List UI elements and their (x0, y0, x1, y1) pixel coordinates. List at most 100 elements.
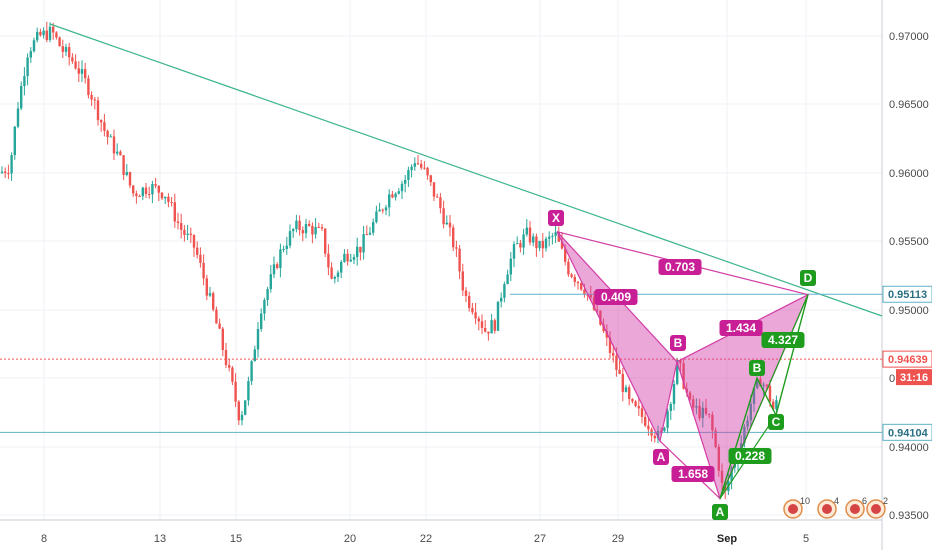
candle-body (711, 414, 714, 431)
candle-body (244, 400, 247, 415)
candle-body (346, 253, 349, 262)
pattern-1-ratio-label: 1.658 (678, 467, 708, 481)
candle-body (644, 416, 647, 426)
candle-body (410, 166, 413, 171)
candle-body (512, 244, 516, 259)
event-flag-dot (871, 504, 881, 514)
candle-body (506, 274, 509, 285)
candle-body (400, 183, 404, 192)
candle-body (717, 446, 720, 471)
candle-body (253, 349, 256, 362)
candle-body (295, 220, 298, 230)
candle-body (282, 248, 285, 250)
pattern-2-point-label: B (753, 361, 762, 375)
candle-body (640, 408, 644, 417)
candle-body (452, 227, 455, 248)
candle-body (496, 301, 500, 331)
candle-body (80, 69, 84, 74)
candle-body (372, 222, 375, 233)
candle-body (112, 136, 116, 154)
candle-body (138, 196, 141, 198)
candle-body (468, 296, 471, 308)
y-tick-label: 0.94000 (889, 442, 929, 454)
pattern-2-ad-line (719, 294, 809, 499)
candle-body (116, 151, 119, 154)
candle-body (688, 392, 692, 400)
candle-body (544, 238, 548, 249)
pattern-2-point-label-bg (768, 414, 784, 430)
countdown-bg (896, 369, 932, 386)
pattern-1-point-label: B (674, 336, 683, 350)
candle-body (74, 61, 77, 69)
candle-body (154, 184, 157, 186)
candle-body (532, 236, 535, 243)
candle-body (68, 47, 71, 58)
x-tick-label: 27 (534, 533, 546, 545)
candle-body (676, 360, 679, 384)
y-tick-label: 0.96000 (889, 168, 929, 180)
pattern-2-ratio-label: 4.327 (768, 333, 798, 347)
candle-body (343, 253, 346, 262)
candle-body (224, 349, 228, 366)
candle-body (756, 378, 759, 389)
candle-body (122, 155, 125, 175)
candle-body (279, 249, 282, 269)
candle-body (474, 312, 477, 319)
candle-body (215, 309, 218, 324)
candle-body (628, 387, 631, 400)
candle-body (752, 388, 756, 404)
price-tag-bg (882, 423, 932, 441)
candle-body (570, 274, 573, 277)
candle-body (762, 384, 765, 387)
candle-body (327, 253, 330, 268)
candle-body (669, 404, 672, 411)
candle-body (186, 233, 189, 235)
pattern-2-point-label: D (804, 271, 813, 285)
candle-body (509, 258, 512, 275)
candle-body (365, 234, 368, 236)
candle-body (96, 100, 100, 121)
price-tag-bg (882, 285, 932, 303)
pattern-2-origin-label-bg (712, 504, 728, 520)
candle-body (231, 367, 234, 382)
candle-body (477, 318, 480, 322)
candle-body (407, 170, 410, 180)
candle-body (180, 223, 183, 230)
y-tick-label: 0.96500 (889, 99, 929, 111)
x-tick-label: 20 (344, 533, 356, 545)
candle-body (551, 235, 554, 237)
pattern-1-point-label: A (657, 450, 666, 464)
candle-body (164, 196, 167, 199)
candle-body (48, 26, 52, 41)
candle-body (605, 331, 608, 338)
candle-body (52, 26, 55, 33)
pattern-1-ratio-label-bg (719, 320, 763, 336)
candle-body (250, 361, 253, 382)
candle-body (653, 435, 656, 439)
candle-body (464, 290, 468, 297)
candle-body (359, 246, 362, 253)
candle-body (109, 136, 112, 138)
candle-body (429, 175, 432, 183)
candle-body (631, 399, 634, 402)
candle-body (13, 126, 16, 156)
candle-body (500, 297, 503, 302)
pattern-2-point-label-bg (749, 360, 765, 376)
candle-body (637, 406, 640, 409)
candle-body (228, 365, 231, 368)
pattern-1-ratio-label: 0.409 (601, 290, 631, 304)
candle-body (135, 193, 138, 197)
candle-body (413, 163, 416, 167)
candle-body (218, 323, 221, 329)
candle-body (234, 381, 237, 402)
event-count: 10 (800, 496, 810, 506)
event-flag-dot (850, 504, 860, 514)
candle-body (202, 262, 205, 279)
y-tick-label: 0.95500 (889, 236, 929, 248)
candle-body (333, 277, 336, 279)
candle-body (266, 289, 269, 301)
candle-body (423, 167, 426, 169)
candle-body (247, 381, 250, 401)
